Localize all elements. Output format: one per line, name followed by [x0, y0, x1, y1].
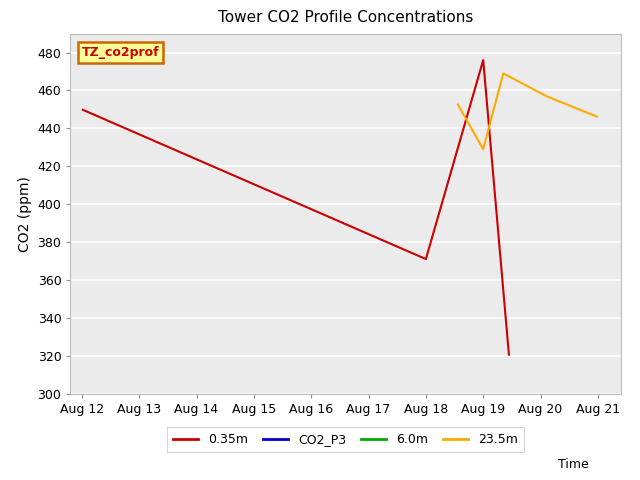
Title: Tower CO2 Profile Concentrations: Tower CO2 Profile Concentrations [218, 11, 474, 25]
Text: TZ_co2prof: TZ_co2prof [81, 46, 159, 59]
Y-axis label: CO2 (ppm): CO2 (ppm) [18, 176, 32, 252]
Text: Time: Time [558, 458, 589, 471]
Legend: 0.35m, CO2_P3, 6.0m, 23.5m: 0.35m, CO2_P3, 6.0m, 23.5m [167, 427, 524, 452]
